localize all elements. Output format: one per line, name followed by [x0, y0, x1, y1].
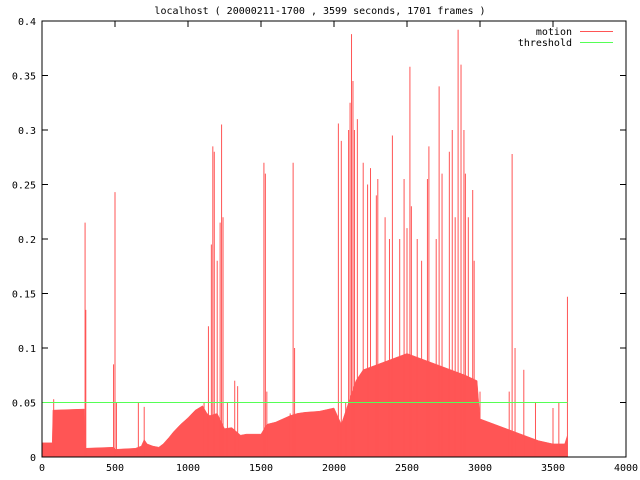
x-tick-label: 0 — [39, 463, 45, 474]
x-tick-label: 3500 — [541, 463, 565, 474]
y-tick-label: 0.25 — [12, 181, 36, 192]
y-tick-label: 0 — [30, 453, 36, 464]
x-tick-label: 1500 — [249, 463, 273, 474]
plot-frame — [41, 20, 627, 458]
motion-area — [41, 353, 568, 458]
x-tick-label: 2000 — [322, 463, 346, 474]
x-tick-label: 1000 — [176, 463, 200, 474]
x-tick-label: 4000 — [614, 463, 638, 474]
y-tick-label: 0.1 — [18, 344, 36, 355]
y-tick-label: 0.05 — [12, 399, 36, 410]
y-axis: 0 0.05 0.1 0.15 0.2 0.25 0.3 0.35 0.4 — [12, 17, 626, 464]
y-tick-label: 0.15 — [12, 290, 36, 301]
y-tick-label: 0.4 — [18, 17, 36, 28]
x-tick-label: 500 — [106, 463, 124, 474]
legend-threshold-label: threshold — [518, 38, 572, 49]
x-tick-label: 3000 — [468, 463, 492, 474]
y-tick-label: 0.3 — [18, 126, 36, 137]
plot-area — [41, 29, 568, 458]
y-tick-label: 0.35 — [12, 72, 36, 83]
legend: motion threshold — [518, 27, 613, 49]
x-tick-label: 2500 — [395, 463, 419, 474]
y-tick-label: 0.2 — [18, 235, 36, 246]
chart-title: localhost ( 20000211-1700 , 3599 seconds… — [154, 6, 485, 17]
legend-motion-label: motion — [536, 27, 572, 38]
